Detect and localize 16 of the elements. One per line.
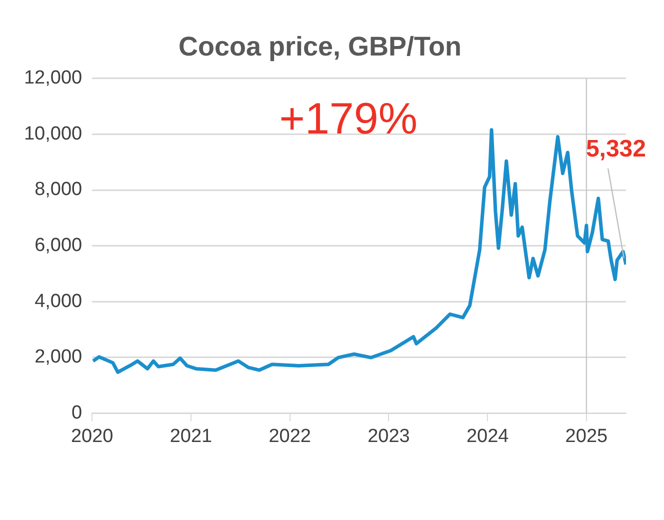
x-tick-label: 2022 bbox=[268, 426, 311, 447]
x-tick-label: 2020 bbox=[70, 426, 114, 447]
y-tick-label: 0 bbox=[72, 402, 82, 424]
y-tick-label: 4,000 bbox=[34, 290, 82, 312]
y-tick-label: 12,000 bbox=[24, 68, 82, 89]
annotation: 5,332 bbox=[586, 135, 646, 162]
annotation: +179% bbox=[279, 94, 418, 144]
x-tick-label: 2021 bbox=[170, 426, 212, 447]
y-tick-label: 2,000 bbox=[34, 346, 82, 368]
x-tick-label: 2024 bbox=[466, 426, 510, 447]
x-tick-label: 2025 bbox=[565, 426, 608, 447]
chart-title: Cocoa price, GBP/Ton bbox=[178, 32, 462, 62]
y-tick-label: 6,000 bbox=[34, 235, 82, 256]
y-tick-label: 10,000 bbox=[24, 123, 82, 144]
y-tick-label: 8,000 bbox=[34, 179, 82, 200]
x-tick-label: 2023 bbox=[368, 426, 410, 447]
